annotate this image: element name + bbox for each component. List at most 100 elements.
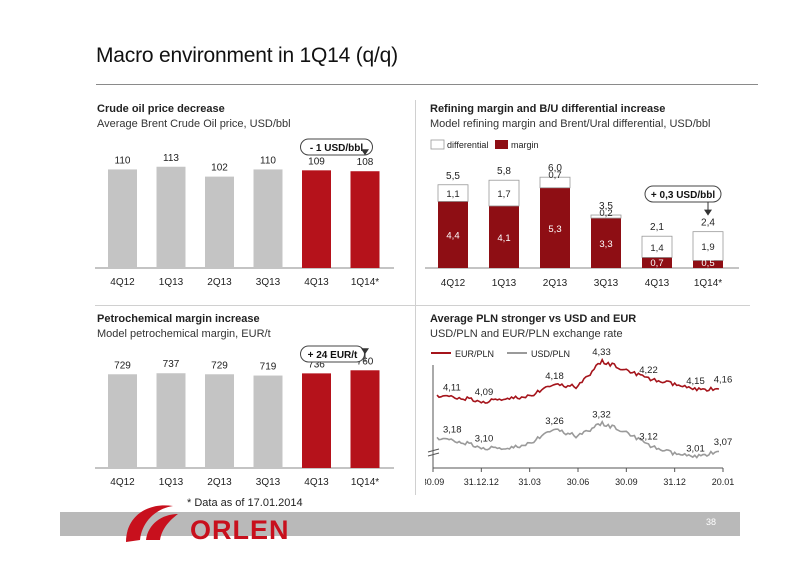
crude-data-label: 108 [357,157,374,168]
fx-panel-title: Average PLN stronger vs USD and EUR [430,313,637,325]
refining-margin-label: 0,7 [650,258,663,269]
refining-total-label: 5,8 [497,166,511,177]
logo-eagle-icon [126,505,173,542]
petro-callout-arrowhead [361,348,369,355]
crude-callout-arrowhead [361,149,369,156]
page-number: 38 [706,517,717,527]
petro-panel-title: Petrochemical margin increase [97,313,260,325]
crude-callout-box [300,138,373,156]
fx-legend-label: EUR/PLN [455,349,494,359]
refining-margin-label: 4,1 [497,233,510,244]
fx-usd-data-label: 3,10 [475,434,494,445]
refining-differential-label: 1,1 [446,189,459,200]
panel-divider-horizontal [95,305,750,306]
refining-differential-label: 0,2 [599,208,612,219]
refining-margin-bar [693,260,723,268]
title-divider [96,84,758,85]
refining-margin-label: 3,3 [599,239,612,250]
petro-panel-subtitle: Model petrochemical margin, EUR/t [97,328,271,340]
petro-data-label: 729 [114,360,131,371]
refining-margin-bar [489,205,519,268]
refining-margin-label: 4,4 [446,231,459,242]
fx-axis-break [427,448,440,453]
crude-tick-label: 2Q13 [207,277,232,288]
crude-panel-subtitle: Average Brent Crude Oil price, USD/bbl [97,118,291,130]
fx-tick-label: 31.03 [518,477,541,487]
page-title: Macro environment in 1Q14 (q/q) [96,44,398,67]
fx-eur-data-label: 4,22 [639,365,658,376]
petro-tick-label: 1Q14* [351,477,379,488]
crude-data-label: 113 [163,153,179,164]
petro-data-label: 736 [308,359,325,370]
crude-callout-label: - 1 USD/bbl [310,143,364,154]
fx-usd-data-label: 3,32 [592,409,611,420]
fx-tick-label: 30.09 [615,477,638,487]
refining-total-label: 3,5 [599,201,613,212]
petro-tick-label: 1Q13 [159,477,184,488]
petro-callout-label: + 24 EUR/t [308,350,358,361]
fx-tick-label: 30.06 [567,477,590,487]
refining-margin-bar [642,257,672,268]
crude-bar [302,170,331,268]
refining-differential-label: 1,9 [701,242,714,253]
fx-eur-line [436,357,720,404]
refining-margin-label: 5,3 [548,224,561,235]
refining-legend-swatch-differential [430,139,445,150]
crude-data-label: 110 [260,155,276,166]
petro-tick-label: 4Q13 [304,477,329,488]
fx-eur-data-label: 4,15 [686,376,705,387]
fx-tick-label: 31.12 [663,477,686,487]
refining-tick-label: 4Q13 [645,278,670,289]
refining-differential-bar [539,176,571,189]
refining-tick-label: 1Q13 [492,278,517,289]
refining-differential-bar [641,235,673,258]
petro-tick-label: 4Q12 [110,477,135,488]
crude-bar [108,169,137,268]
crude-tick-label: 1Q14* [351,277,379,288]
logo-eagle-wing-icon [146,514,178,540]
fx-eur-data-label: 4,09 [475,387,494,398]
crude-tick-label: 4Q12 [110,277,135,288]
crude-data-label: 109 [308,156,325,167]
refining-legend-label: differential [447,140,488,150]
fx-legend-label: USD/PLN [531,349,570,359]
refining-differential-bar [437,184,469,202]
refining-panel-subtitle: Model refining margin and Brent/Ural dif… [430,118,711,130]
crude-panel-title: Crude oil price decrease [97,103,225,115]
refining-callout-label: + 0,3 USD/bbl [651,190,715,201]
fx-tick-label: 20.01 [712,477,735,487]
refining-differential-label: 1,4 [650,243,663,254]
crude-tick-label: 3Q13 [256,277,281,288]
petro-data-label: 729 [211,360,228,371]
petro-tick-label: 2Q13 [207,477,232,488]
crude-tick-label: 4Q13 [304,277,329,288]
petro-tick-label: 3Q13 [256,477,281,488]
petro-data-label: 719 [260,362,277,373]
fx-usd-data-label: 3,26 [545,416,564,427]
orlen-logo: ORLEN [126,505,289,545]
crude-bar [350,171,380,268]
refining-tick-label: 3Q13 [594,278,619,289]
refining-differential-bar [590,214,622,219]
refining-total-label: 2,4 [701,218,715,229]
refining-differential-bar [488,179,520,207]
footer-note: * Data as of 17.01.2014 [187,497,303,509]
refining-panel-title: Refining margin and B/U differential inc… [430,103,666,115]
refining-tick-label: 2Q13 [543,278,568,289]
refining-margin-chart: differential margin 4,4 1,1 5,5 4Q12 4,1 1,7 5,8… [425,139,739,289]
fx-axis-break [427,452,440,457]
refining-differential-label: 0,7 [548,170,561,181]
fx-usd-line [436,419,720,459]
fx-rate-chart: EUR/PLN USD/PLN 30.09 31.12.12 31.03 30.06 30.… [425,347,735,487]
fx-eur-data-label: 4,16 [714,374,733,385]
crude-data-label: 102 [211,163,228,174]
fx-eur-data-label: 4,18 [545,371,564,382]
refining-callout-box [644,185,722,203]
fx-tick-label: 31.12.12 [464,477,499,487]
refining-callout-arrowhead [704,209,712,216]
refining-tick-label: 1Q14* [694,278,722,289]
fx-panel-subtitle: USD/PLN and EUR/PLN exchange rate [430,328,623,340]
crude-bar [156,166,186,268]
refining-total-label: 2,1 [650,222,664,233]
fx-eur-data-label: 4,11 [443,382,461,393]
